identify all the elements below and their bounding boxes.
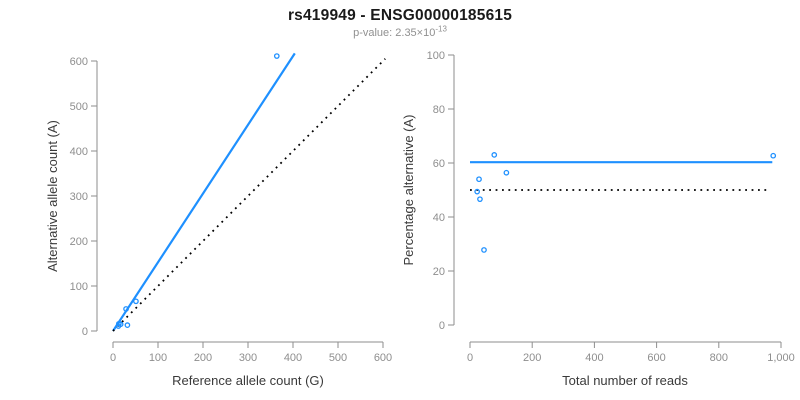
data-point xyxy=(476,176,482,183)
pvalue-text: p-value: 2.35×10 xyxy=(353,27,436,39)
data-point xyxy=(123,306,129,312)
x-tick-label: 100 xyxy=(149,352,167,364)
x-tick-label: 600 xyxy=(374,352,392,364)
y-tick-label: 40 xyxy=(433,212,445,224)
data-point xyxy=(770,152,777,159)
y-tick-label: 500 xyxy=(70,101,88,113)
y-tick-label: 80 xyxy=(433,104,445,116)
data-point xyxy=(117,321,124,328)
x-tick-label: 0 xyxy=(467,352,473,364)
y-tick-label: 100 xyxy=(427,50,445,62)
x-tick-label: 600 xyxy=(647,352,665,364)
identity-line xyxy=(112,58,386,332)
data-point xyxy=(133,298,139,305)
x-tick-label: 500 xyxy=(329,352,347,364)
x-tick-label: 800 xyxy=(710,352,728,364)
y-axis-title: Alternative allele count (A) xyxy=(45,120,60,272)
y-tick-label: 200 xyxy=(70,236,88,248)
y-tick-label: 0 xyxy=(439,320,445,332)
data-point xyxy=(481,247,487,253)
x-axis-title: Reference allele count (G) xyxy=(172,373,324,388)
pvalue-subtitle: p-value: 2.35×10-13 xyxy=(0,24,800,39)
allele-counts-scatter: 0 100 200 300 400 500 600 0 100 200 300 400 500 600 Re… xyxy=(45,52,392,388)
page-title: rs419949 - ENSG00000185615 xyxy=(287,7,513,24)
x-tick-label: 300 xyxy=(239,352,257,364)
data-point xyxy=(503,169,510,176)
y-tick-label: 100 xyxy=(70,281,88,293)
percentage-vs-coverage-scatter: 0 20 40 60 80 100 0 200 400 600 800 1,000 Total numb… xyxy=(401,50,795,388)
data-point xyxy=(124,322,131,328)
x-tick-label: 200 xyxy=(194,352,212,364)
data-point xyxy=(273,53,280,59)
y-axis-title: Percentage alternative (A) xyxy=(401,114,416,265)
data-point xyxy=(477,196,483,203)
pvalue-exponent: -13 xyxy=(435,24,447,34)
y-tick-label: 20 xyxy=(433,266,445,278)
fit-line xyxy=(112,52,296,332)
x-tick-label: 0 xyxy=(110,352,116,364)
y-tick-label: 60 xyxy=(433,158,445,170)
y-tick-label: 400 xyxy=(70,146,88,158)
data-point xyxy=(491,152,498,158)
data-point xyxy=(474,188,481,195)
x-tick-label: 200 xyxy=(523,352,541,364)
x-axis-title: Total number of reads xyxy=(562,373,688,388)
y-tick-label: 300 xyxy=(70,191,88,203)
x-tick-label: 1,000 xyxy=(767,352,795,364)
y-tick-label: 0 xyxy=(82,326,88,338)
x-tick-label: 400 xyxy=(284,352,302,364)
y-tick-label: 600 xyxy=(70,56,88,68)
x-tick-label: 400 xyxy=(585,352,603,364)
